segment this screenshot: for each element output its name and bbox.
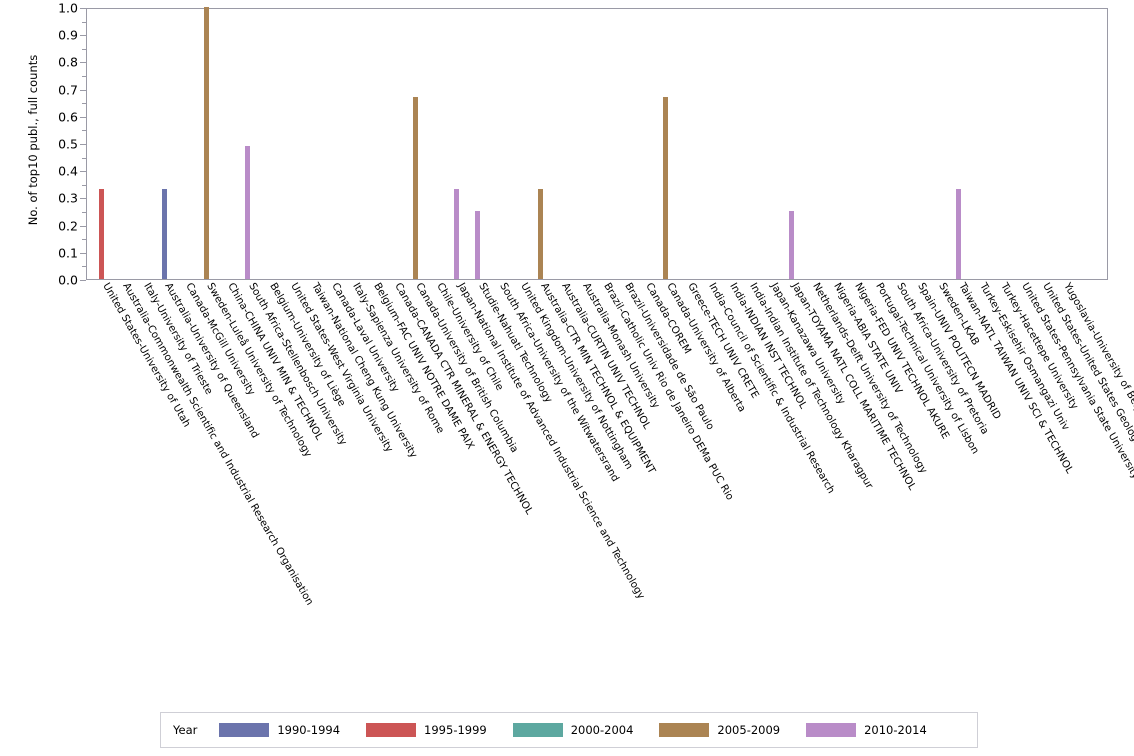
y-axis-tick-mark (80, 89, 86, 91)
bar[interactable] (663, 96, 669, 279)
legend-color-swatch (806, 723, 857, 737)
legend-color-swatch (219, 723, 270, 737)
legend-entry[interactable]: 2005-2009 (659, 723, 780, 737)
bar[interactable] (412, 96, 418, 279)
y-axis-tick-label: 0.2 (58, 218, 78, 234)
plot-area (86, 7, 1108, 280)
y-axis-tick-label: 0.0 (58, 272, 78, 288)
bar[interactable] (203, 7, 209, 279)
y-axis-tick-mark (80, 35, 86, 37)
bar[interactable] (454, 189, 460, 279)
legend-entry[interactable]: 2010-2014 (806, 723, 927, 737)
y-axis-tick-label: 1.0 (58, 0, 78, 16)
y-axis-tick-mark (80, 171, 86, 173)
bar[interactable] (788, 211, 794, 279)
y-axis-tick-label: 0.6 (58, 109, 78, 125)
legend-entries: 1990-1994 1995-1999 2000-2004 2005-2009 2010… (219, 723, 952, 737)
legend-color-swatch (512, 723, 563, 737)
y-axis-tick-mark (80, 116, 86, 118)
y-axis-tick-mark (80, 144, 86, 145)
y-axis-minor-tick-mark (82, 48, 86, 50)
legend-color-swatch (659, 723, 710, 737)
y-axis-tick-label: 0.5 (58, 136, 78, 152)
legend-entry-label: 2010-2014 (864, 723, 927, 737)
y-axis-tick-label: 0.7 (58, 82, 78, 98)
legend-entry-label: 1995-1999 (424, 723, 487, 737)
bar[interactable] (245, 145, 251, 279)
y-axis-tick-mark (80, 225, 86, 227)
y-axis-tick-label: 0.1 (58, 245, 78, 261)
legend-entry[interactable]: 2000-2004 (512, 723, 634, 737)
y-axis-minor-tick-mark (82, 21, 86, 23)
y-axis-tick-label: 0.9 (58, 27, 78, 43)
bar[interactable] (99, 189, 104, 279)
y-axis-tick-mark (80, 280, 86, 281)
y-axis-minor-tick-mark (82, 103, 86, 105)
y-axis-tick-label: 0.4 (58, 163, 78, 179)
legend-entry-label: 2005-2009 (717, 723, 781, 737)
bar-series-container (87, 7, 1107, 279)
y-axis-tick-mark (80, 198, 86, 200)
legend-entry[interactable]: 1990-1994 (219, 723, 340, 737)
y-axis-minor-tick-mark (82, 157, 86, 159)
y-axis-minor-tick-mark (82, 130, 86, 132)
legend: Year 1990-1994 1995-1999 2000-2004 2005-200… (160, 712, 978, 748)
legend-color-swatch (366, 723, 417, 737)
y-axis-minor-tick-mark (82, 76, 86, 77)
bar[interactable] (161, 189, 167, 279)
legend-entry-label: 1990-1994 (277, 723, 341, 737)
y-axis-tick-mark (80, 8, 86, 9)
y-axis-tick-label: 0.8 (58, 54, 78, 70)
legend-entry[interactable]: 1995-1999 (366, 723, 487, 737)
y-axis-minor-tick-mark (82, 184, 86, 186)
legend-title: Year (173, 723, 198, 737)
y-axis-tick-mark (80, 62, 86, 64)
y-axis-minor-tick-mark (82, 266, 86, 268)
y-axis-tick-mark (80, 252, 86, 254)
y-axis-minor-tick-mark (82, 239, 86, 241)
y-axis-tick-label: 0.3 (58, 190, 78, 206)
bar[interactable] (475, 211, 481, 279)
legend-entry-label: 2000-2004 (570, 723, 634, 737)
bar[interactable] (537, 189, 543, 279)
bar[interactable] (955, 189, 961, 279)
y-axis-minor-tick-mark (82, 212, 86, 213)
